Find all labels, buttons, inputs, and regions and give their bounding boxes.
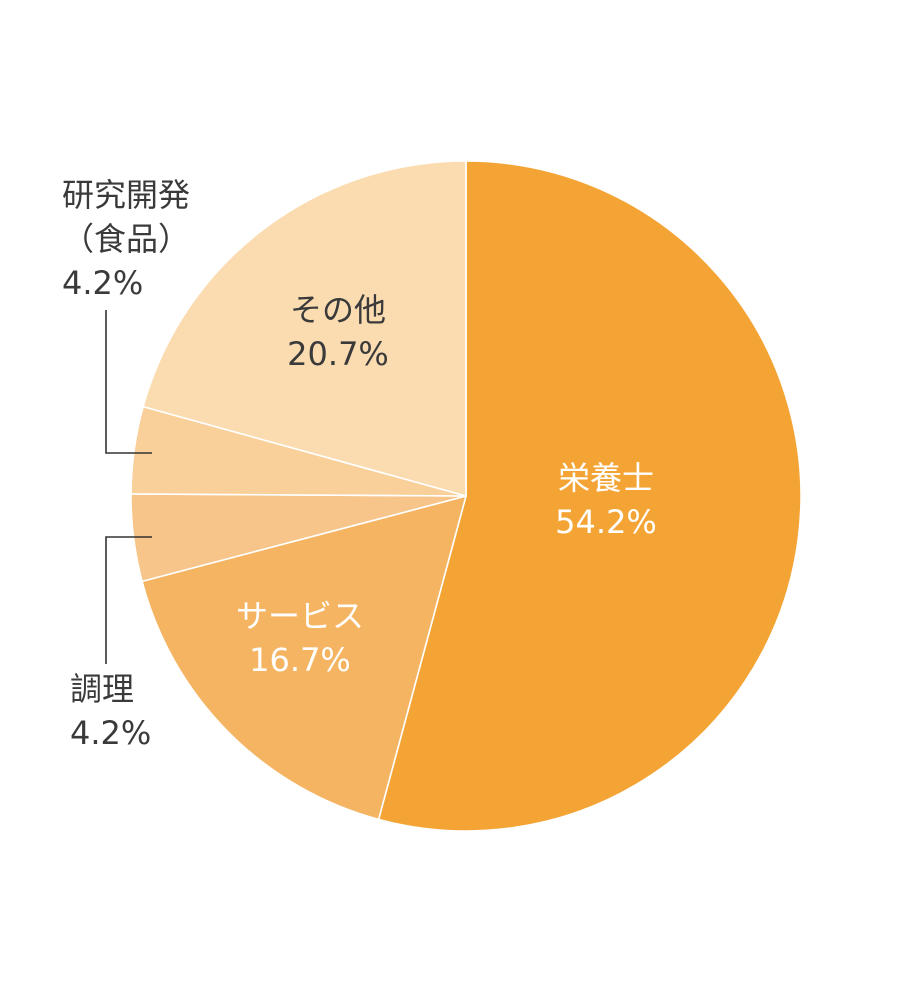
slice-label-line: その他	[290, 291, 386, 329]
slice-label-4: その他 20.7%	[287, 291, 389, 373]
slice-label-2: 調理 4.2%	[70, 670, 151, 752]
slice-label-line: サービス	[236, 597, 364, 635]
slice-label-0: 栄養士 54.2%	[555, 459, 657, 541]
slice-label-line: （食品）	[62, 220, 190, 258]
slice-label-line: 調理	[70, 670, 134, 708]
pie-slices	[130, 160, 802, 832]
leader-line-3	[105, 310, 152, 454]
slice-label-3: 研究開発 （食品） 4.2%	[62, 176, 190, 302]
slice-label-line: 54.2%	[555, 503, 657, 541]
slice-label-line: 4.2%	[62, 264, 143, 302]
slice-label-line: 4.2%	[70, 714, 151, 752]
slice-label-line: 20.7%	[287, 335, 389, 373]
pie-slice-1	[141, 495, 467, 821]
slice-label-line: 研究開発	[62, 176, 190, 214]
slice-label-line: 16.7%	[249, 641, 351, 679]
leader-line-2	[105, 536, 152, 664]
slice-label-1: サービス 16.7%	[236, 597, 364, 679]
slice-label-line: 栄養士	[558, 459, 654, 497]
slice-labels: 栄養士 54.2% サービス 16.7% 調理 4.2% 研究開発 （食品） 4.2% その他 20…	[62, 176, 657, 752]
pie-slice-0	[377, 160, 802, 832]
pie-slice-4	[142, 160, 467, 497]
